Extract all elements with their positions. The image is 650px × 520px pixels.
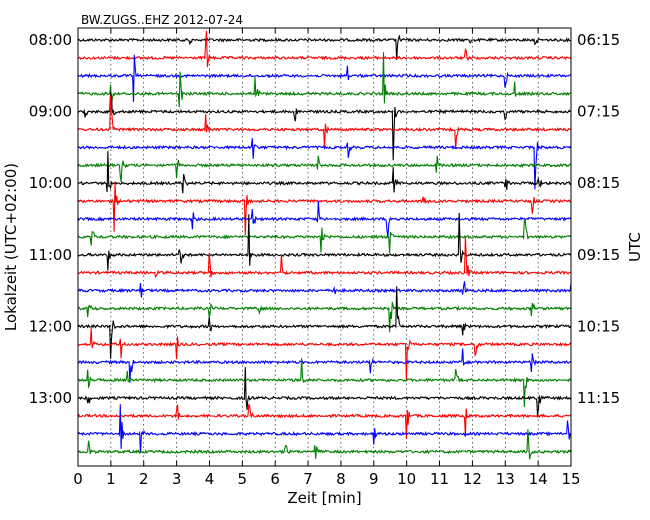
x-tick-label: 12 (463, 470, 482, 488)
plot-frame (77, 27, 572, 467)
y-tick-label-right: 10:15 (577, 317, 620, 335)
x-tick-label: 13 (496, 470, 515, 488)
x-tick-label: 0 (73, 470, 83, 488)
trace-line (77, 281, 572, 298)
trace-line (77, 30, 572, 68)
x-tick-label: 14 (529, 470, 548, 488)
trace-line (77, 358, 572, 408)
trace-line (77, 34, 572, 60)
y-tick-label-right: 09:15 (577, 246, 620, 264)
y-tick-label-left: 12:00 (29, 317, 72, 335)
seismic-traces (77, 30, 572, 460)
trace-line (77, 327, 572, 382)
trace-line (77, 236, 572, 278)
trace-line (78, 151, 572, 194)
trace-line (77, 286, 572, 359)
y-tick-label-right: 07:15 (577, 103, 620, 121)
y-tick-label-right: 06:15 (577, 31, 620, 49)
x-tick-label: 8 (336, 470, 346, 488)
x-tick-label: 6 (270, 470, 280, 488)
trace-line (77, 182, 572, 235)
chart-title: BW.ZUGS..EHZ 2012-07-24 (81, 13, 243, 27)
trace-line (77, 403, 572, 439)
trace-line (77, 404, 572, 454)
axis-ticks: 0 1 2 3 4 5 6 7 8 9 10 11 12 13 14 1508:0009:0010:0011:… (29, 28, 620, 488)
x-tick-label: 2 (139, 470, 149, 488)
y-tick-label-left: 09:00 (29, 103, 72, 121)
x-axis-label: Zeit [min] (287, 489, 361, 507)
y-tick-label-left: 13:00 (29, 389, 72, 407)
x-tick-label: 11 (430, 470, 449, 488)
x-tick-label: 3 (172, 470, 182, 488)
y-axis-label-right: UTC (626, 232, 644, 262)
y-tick-label-right: 11:15 (577, 389, 620, 407)
trace-line (77, 212, 572, 271)
y-tick-label-right: 08:15 (577, 174, 620, 192)
trace-line (77, 52, 572, 108)
y-tick-label-left: 10:00 (29, 174, 72, 192)
trace-line (77, 302, 572, 333)
trace-line (77, 95, 571, 149)
x-tick-label: 4 (205, 470, 215, 488)
trace-line (77, 155, 572, 182)
x-tick-label: 5 (238, 470, 248, 488)
y-tick-label-left: 11:00 (29, 246, 72, 264)
trace-line (77, 200, 572, 238)
trace-line (77, 367, 572, 416)
x-tick-label: 9 (369, 470, 379, 488)
trace-line (77, 138, 572, 190)
trace-line (77, 92, 572, 161)
trace-line (77, 348, 572, 383)
y-tick-label-left: 08:00 (29, 31, 72, 49)
x-tick-label: 10 (397, 470, 416, 488)
y-axis-label-left: Lokalzeit (UTC+02:00) (2, 163, 20, 331)
trace-line (77, 218, 572, 254)
trace-line (77, 429, 572, 460)
x-tick-label: 1 (106, 470, 116, 488)
x-tick-label: 7 (303, 470, 313, 488)
x-tick-label: 15 (561, 470, 580, 488)
trace-line (77, 54, 572, 103)
